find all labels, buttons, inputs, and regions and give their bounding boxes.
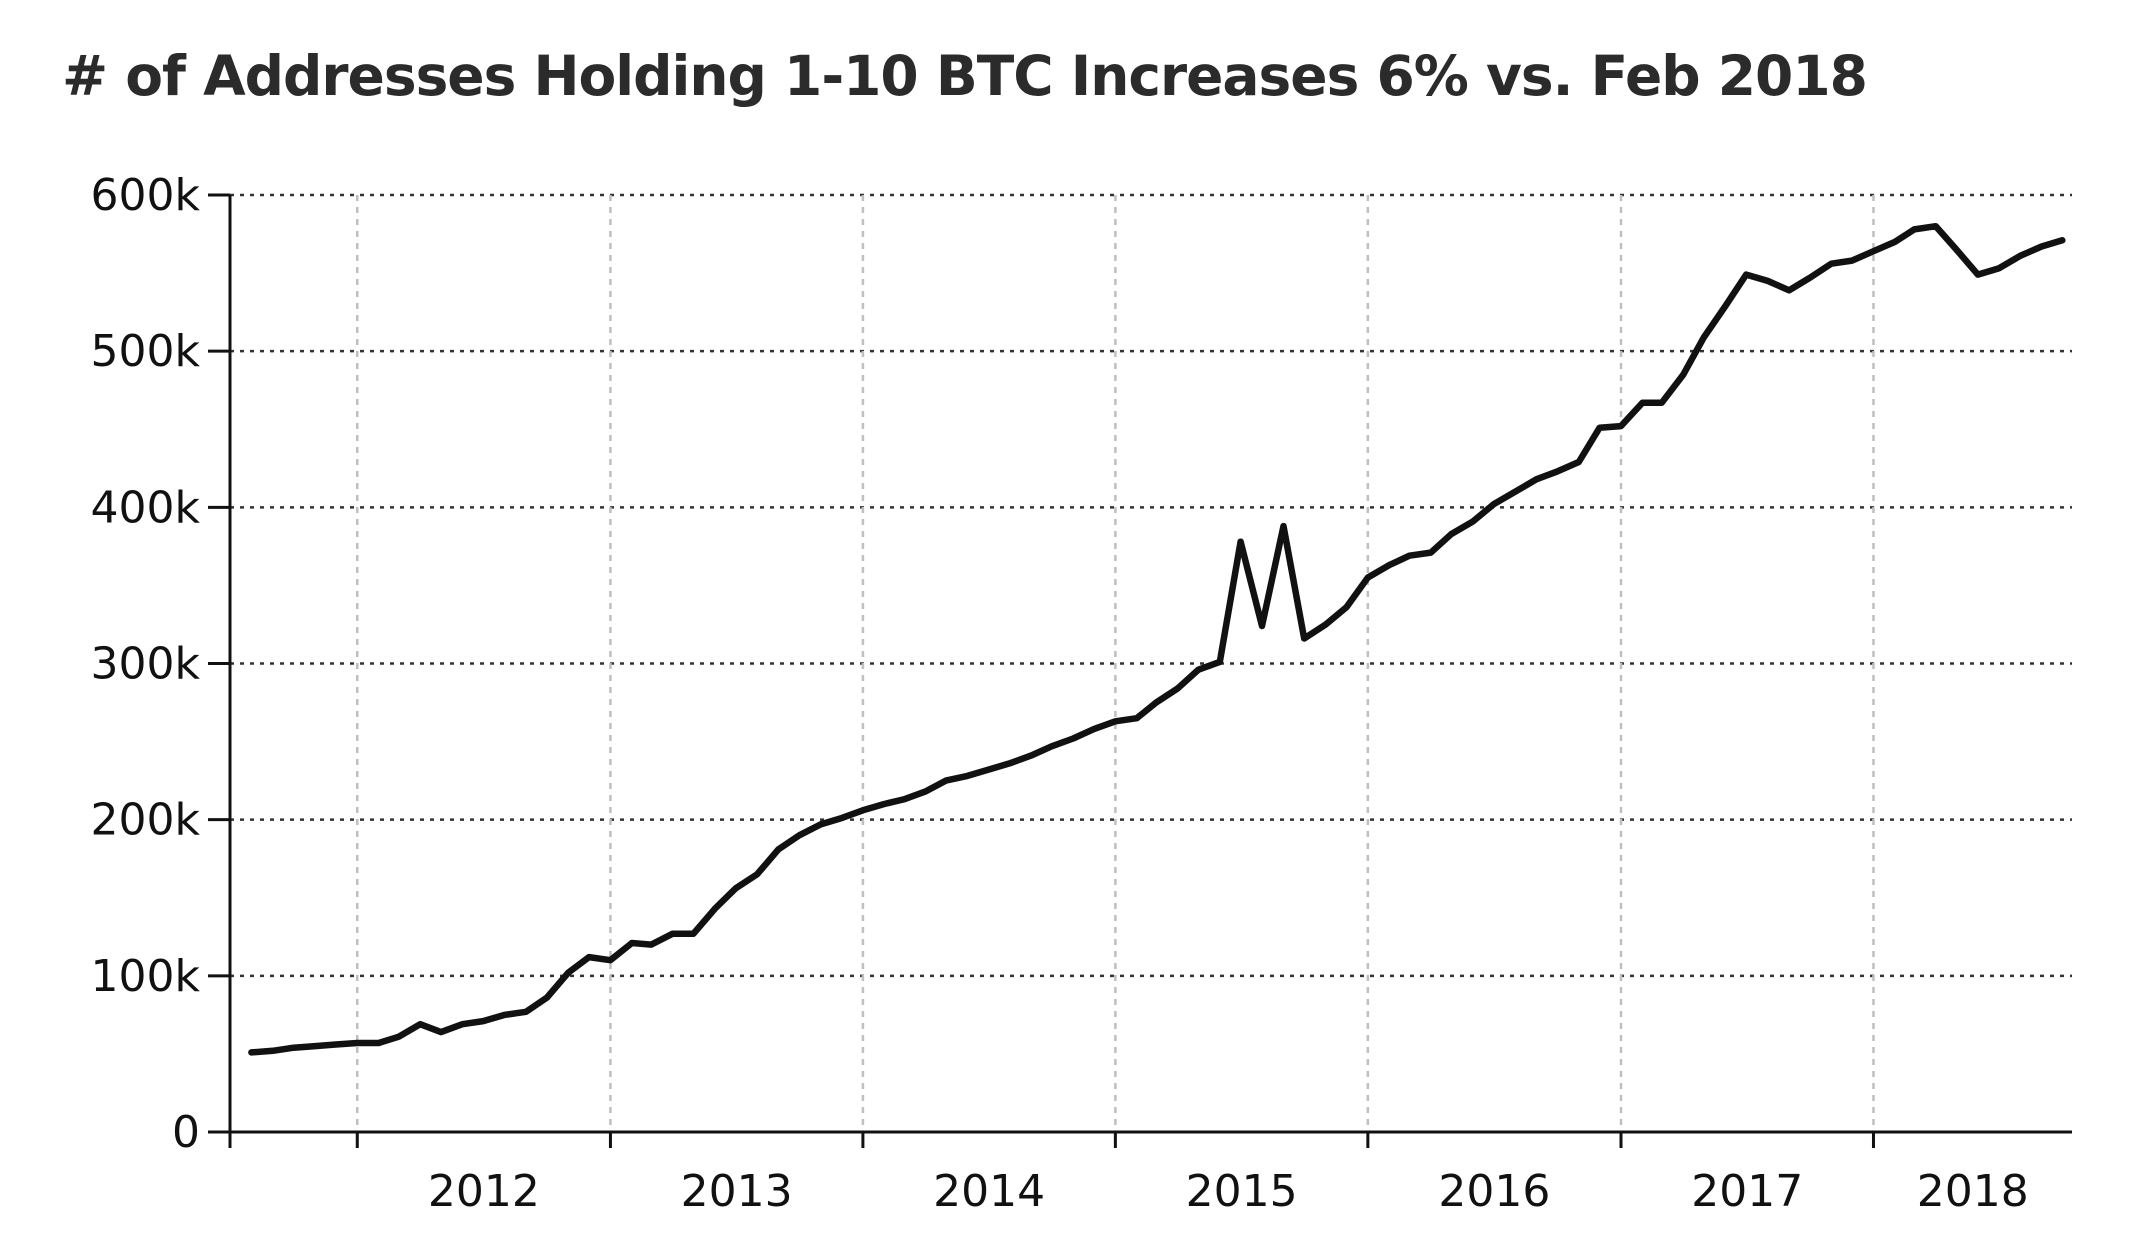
- y-tick-label: 400k: [91, 482, 201, 533]
- y-tick-label: 300k: [91, 639, 201, 690]
- x-tick-label: 2014: [933, 1166, 1045, 1217]
- grid: [230, 193, 2072, 1132]
- x-tick-label: 2012: [428, 1166, 540, 1217]
- y-tick-label: 600k: [91, 170, 201, 221]
- axes: [208, 193, 2072, 1148]
- x-tick-label: 2018: [1917, 1166, 2029, 1217]
- y-tick-label: 0: [172, 1107, 200, 1158]
- x-tick-label: 2016: [1438, 1166, 1550, 1217]
- tick-labels: 0 100k 200k 300k 400k 500k 600k 2012 2013 2014 201…: [91, 170, 2029, 1217]
- y-tick-label: 200k: [91, 795, 201, 846]
- x-tick-label: 2017: [1691, 1166, 1803, 1217]
- x-tick-label: 2015: [1186, 1166, 1298, 1217]
- chart-title: # of Addresses Holding 1-10 BTC Increase…: [62, 44, 1868, 108]
- x-tick-label: 2013: [681, 1166, 793, 1217]
- series-line: [248, 222, 2066, 1056]
- y-tick-label: 500k: [91, 326, 201, 377]
- y-tick-label: 100k: [91, 951, 201, 1002]
- series-layer: [248, 222, 2066, 1056]
